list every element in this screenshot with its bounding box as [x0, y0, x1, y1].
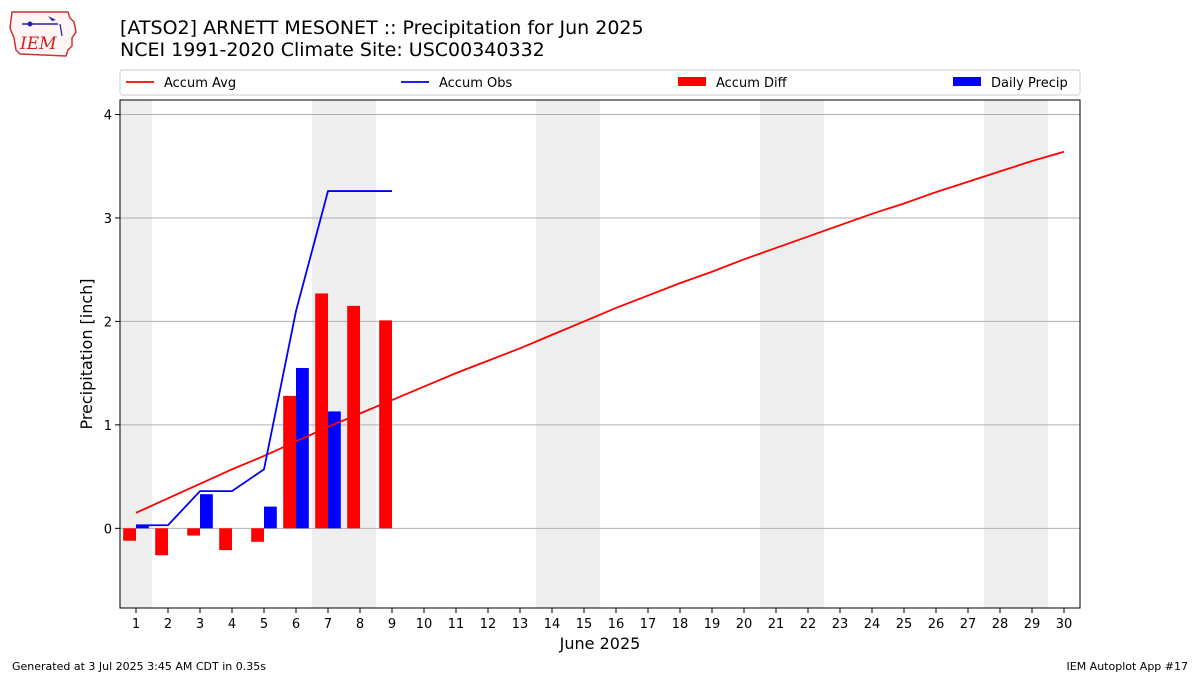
accum-avg-line — [135, 150, 1065, 514]
chart-subtitle: NCEI 1991-2020 Climate Site: USC00340332 — [120, 39, 545, 61]
x-tick-label: 27 — [960, 617, 977, 632]
daily-precip-bar — [136, 525, 149, 529]
x-tick-label: 30 — [1056, 617, 1073, 632]
legend-accum-diff-swatch — [678, 77, 706, 86]
plot-frame — [119, 99, 1081, 609]
y-tick-label: 0 — [104, 522, 112, 537]
accum-diff-bar — [251, 528, 264, 542]
x-tick-label: 25 — [896, 617, 913, 632]
accum-diff-bar — [155, 528, 168, 556]
chart-title: [ATSO2] ARNETT MESONET :: Precipitation … — [120, 17, 644, 39]
x-tick-label: 13 — [512, 617, 529, 632]
x-tick-label: 18 — [672, 617, 689, 632]
accum-diff-bar — [379, 320, 392, 529]
iem-logo: IEM — [8, 6, 80, 58]
daily-precip-bar — [200, 494, 213, 529]
x-tick-label: 1 — [132, 617, 140, 632]
x-tick-label: 7 — [324, 617, 332, 632]
x-tick-label: 6 — [292, 617, 300, 632]
legend-accum-obs-label: Accum Obs — [439, 76, 512, 91]
legend: Accum Avg Accum Obs Accum Diff Daily Precip — [119, 69, 1081, 96]
y-tick-label: 3 — [104, 212, 112, 227]
weekend-band — [760, 100, 824, 608]
footer-app-id: IEM Autoplot App #17 — [1066, 660, 1189, 673]
x-tick-label: 4 — [228, 617, 236, 632]
footer-generated-at: Generated at 3 Jul 2025 3:45 AM CDT in 0… — [12, 660, 266, 673]
y-tick-label: 2 — [104, 315, 112, 330]
x-tick-label: 12 — [480, 617, 497, 632]
x-tick-label: 2 — [164, 617, 172, 632]
x-tick-label: 24 — [864, 617, 881, 632]
accum-diff-bar — [187, 528, 200, 536]
x-tick-label: 21 — [768, 617, 785, 632]
x-tick-label: 28 — [992, 617, 1009, 632]
x-tick-label: 22 — [800, 617, 817, 632]
daily-precip-bar — [328, 411, 341, 529]
x-axis-label: June 2025 — [559, 634, 641, 653]
x-tick-label: 15 — [576, 617, 593, 632]
x-tick-label: 17 — [640, 617, 657, 632]
weekend-band — [120, 100, 152, 608]
y-axis-label: Precipitation [inch] — [77, 278, 96, 429]
legend-accum-avg-label: Accum Avg — [164, 76, 236, 91]
x-tick-label: 26 — [928, 617, 945, 632]
y-tick-label: 1 — [104, 419, 112, 434]
logo-text: IEM — [19, 34, 57, 54]
legend-accum-diff-label: Accum Diff — [716, 76, 788, 91]
legend-box — [119, 69, 1081, 96]
y-tick-label: 4 — [104, 108, 112, 123]
x-tick-label: 14 — [544, 617, 561, 632]
x-tick-label: 3 — [196, 617, 204, 632]
x-tick-label: 29 — [1024, 617, 1041, 632]
daily-precip-bar — [296, 367, 309, 529]
x-tick-label: 16 — [608, 617, 625, 632]
legend-daily-precip-label: Daily Precip — [991, 76, 1068, 91]
daily-precip-bar — [264, 506, 277, 529]
x-tick-label: 8 — [356, 617, 364, 632]
accum-diff-bar — [283, 395, 296, 529]
x-tick-label: 9 — [388, 617, 396, 632]
accum-diff-bar — [219, 528, 232, 551]
accum-diff-bar — [315, 293, 328, 529]
accum-diff-bar — [123, 528, 136, 541]
x-tick-label: 5 — [260, 617, 268, 632]
x-tick-label: 23 — [832, 617, 849, 632]
x-tick-label: 20 — [736, 617, 753, 632]
accum-obs-line — [136, 190, 392, 527]
weekend-band — [984, 100, 1048, 608]
x-tick-label: 11 — [448, 617, 465, 632]
x-tick-label: 19 — [704, 617, 721, 632]
weekend-band — [536, 100, 600, 608]
x-tick-label: 10 — [416, 617, 433, 632]
legend-daily-precip-swatch — [953, 77, 981, 86]
